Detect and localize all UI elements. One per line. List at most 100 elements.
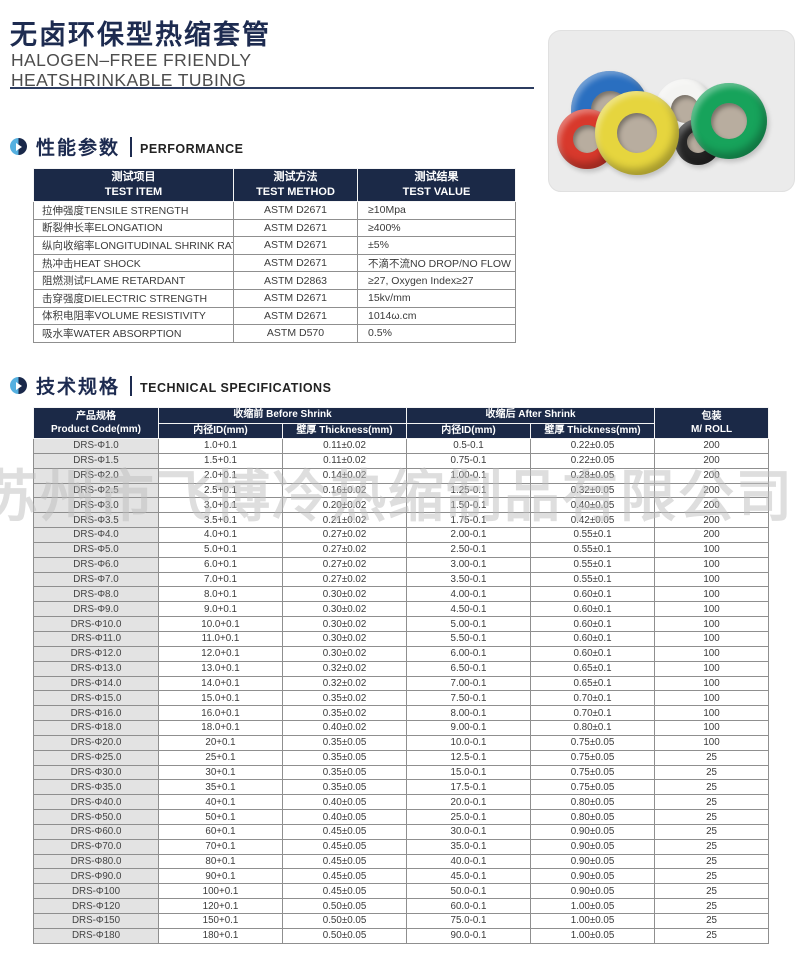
after-thickness-cell: 0.90±0.05 — [530, 823, 656, 840]
before-id-cell: 1.5+0.1 — [158, 452, 283, 469]
test-value-cell: 1014ω.cm — [357, 306, 516, 326]
after-thickness-cell: 0.55±0.1 — [530, 527, 656, 543]
test-value-cell: ±5% — [357, 236, 516, 255]
product-code-cell: DRS-Φ40.0 — [33, 794, 159, 811]
col-package-en: M/ ROLL — [690, 424, 733, 435]
after-thickness-cell: 0.42±0.05 — [530, 512, 656, 529]
after-thickness-cell: 0.60±0.1 — [530, 586, 656, 603]
after-id-cell: 2.50-0.1 — [406, 541, 532, 558]
col-after-thickness: 壁厚 Thickness(mm) — [530, 422, 656, 439]
before-thickness-cell: 0.11±0.02 — [281, 438, 408, 454]
col-test-item-zh: 测试项目 — [111, 171, 156, 184]
performance-row: 拉伸强度TENSILE STRENGTH ASTM D2671 ≥10Mpa — [33, 201, 516, 220]
after-thickness-cell: 0.90±0.05 — [530, 838, 656, 855]
roll-cell: 200 — [654, 512, 770, 529]
after-id-cell: 25.0-0.1 — [406, 809, 532, 825]
roll-cell: 100 — [654, 630, 770, 647]
col-test-method: 测试方法 TEST METHOD — [233, 168, 358, 202]
test-value-cell: ≥27, Oxygen Index≥27 — [357, 271, 516, 290]
product-code-cell: DRS-Φ11.0 — [33, 630, 159, 647]
performance-row: 断裂伸长率ELONGATION ASTM D2671 ≥400% — [33, 218, 516, 238]
after-id-cell: 6.50-0.1 — [406, 660, 532, 677]
before-id-cell: 35+0.1 — [158, 779, 283, 796]
col-product-code: 产品规格 Product Code(mm) — [33, 407, 159, 439]
product-code-cell: DRS-Φ70.0 — [33, 838, 159, 855]
before-id-cell: 10.0+0.1 — [158, 616, 283, 632]
after-thickness-cell: 1.00±0.05 — [530, 927, 656, 944]
before-thickness-cell: 0.27±0.02 — [281, 556, 408, 573]
before-id-cell: 15.0+0.1 — [158, 690, 283, 707]
after-id-cell: 30.0-0.1 — [406, 823, 532, 840]
before-id-cell: 70+0.1 — [158, 838, 283, 855]
product-code-cell: DRS-Φ80.0 — [33, 853, 159, 870]
before-thickness-cell: 0.45±0.05 — [281, 853, 408, 870]
after-thickness-cell: 0.80±0.1 — [530, 720, 656, 736]
before-thickness-cell: 0.27±0.02 — [281, 571, 408, 588]
col-test-item-en: TEST ITEM — [104, 186, 163, 198]
roll-cell: 100 — [654, 690, 770, 707]
spec-row: DRS-Φ90.0 90+0.1 0.45±0.05 45.0-0.1 0.90±0.0… — [33, 868, 770, 885]
product-code-cell: DRS-Φ50.0 — [33, 809, 159, 825]
product-code-cell: DRS-Φ1.0 — [33, 438, 159, 454]
before-id-cell: 7.0+0.1 — [158, 571, 283, 588]
spec-row: DRS-Φ13.0 13.0+0.1 0.32±0.02 6.50-0.1 0.65±0… — [33, 660, 770, 677]
roll-cell: 100 — [654, 586, 770, 603]
product-code-cell: DRS-Φ14.0 — [33, 675, 159, 692]
after-thickness-cell: 0.55±0.1 — [530, 571, 656, 588]
after-thickness-cell: 0.40±0.05 — [530, 497, 656, 514]
roll-cell: 200 — [654, 452, 770, 469]
specs-header-row-2: 内径ID(mm) 壁厚 Thickness(mm) 内径ID(mm) 壁厚 Th… — [34, 422, 769, 439]
specs-table: 产品规格 Product Code(mm) 收缩前 Before Shrink … — [33, 407, 770, 944]
roll-cell: 100 — [654, 541, 770, 558]
test-item-cell: 阻燃测试FLAME RETARDANT — [33, 271, 234, 290]
spec-row: DRS-Φ70.0 70+0.1 0.45±0.05 35.0-0.1 0.90±0.0… — [33, 838, 770, 855]
before-id-cell: 100+0.1 — [158, 883, 283, 900]
after-id-cell: 0.75-0.1 — [406, 452, 532, 469]
col-product-code-en: Product Code(mm) — [51, 424, 141, 435]
product-code-cell: DRS-Φ25.0 — [33, 749, 159, 766]
col-before-shrink: 收缩前 Before Shrink — [157, 407, 408, 424]
product-code-cell: DRS-Φ1.5 — [33, 452, 159, 469]
product-code-cell: DRS-Φ16.0 — [33, 705, 159, 722]
spec-row: DRS-Φ180 180+0.1 0.50±0.05 90.0-0.1 1.00±0.0… — [33, 927, 770, 944]
after-thickness-cell: 0.80±0.05 — [530, 809, 656, 825]
spec-row: DRS-Φ30.0 30+0.1 0.35±0.05 15.0-0.1 0.75±0.0… — [33, 764, 770, 781]
product-code-cell: DRS-Φ60.0 — [33, 823, 159, 840]
after-thickness-cell: 0.70±0.1 — [530, 705, 656, 722]
after-thickness-cell: 0.22±0.05 — [530, 438, 656, 454]
before-thickness-cell: 0.35±0.05 — [281, 749, 408, 766]
spec-row: DRS-Φ3.0 3.0+0.1 0.20±0.02 1.50-0.1 0.40±0.0… — [33, 497, 770, 514]
before-thickness-cell: 0.30±0.02 — [281, 586, 408, 603]
after-thickness-cell: 1.00±0.05 — [530, 913, 656, 929]
before-thickness-cell: 0.45±0.05 — [281, 838, 408, 855]
before-id-cell: 40+0.1 — [158, 794, 283, 811]
roll-cell: 200 — [654, 467, 770, 484]
product-code-cell: DRS-Φ10.0 — [33, 616, 159, 632]
performance-title-zh: 性能参数 — [36, 138, 121, 159]
product-code-cell: DRS-Φ3.5 — [33, 512, 159, 529]
before-id-cell: 25+0.1 — [158, 749, 283, 766]
col-product-code-zh: 产品规格 — [76, 411, 116, 422]
product-code-cell: DRS-Φ30.0 — [33, 764, 159, 781]
roll-core — [616, 112, 658, 154]
after-thickness-cell: 0.75±0.05 — [530, 749, 656, 766]
col-package-zh: 包装 — [701, 411, 722, 422]
roll-cell: 200 — [654, 482, 770, 499]
test-method-cell: ASTM D2671 — [233, 236, 358, 255]
product-code-cell: DRS-Φ4.0 — [33, 527, 159, 543]
roll-cell: 25 — [654, 764, 770, 781]
after-thickness-cell: 0.32±0.05 — [530, 482, 656, 499]
spec-row: DRS-Φ3.5 3.5+0.1 0.21±0.02 1.75-0.1 0.42±0.0… — [33, 512, 770, 529]
roll-cell: 25 — [654, 913, 770, 929]
before-id-cell: 2.5+0.1 — [158, 482, 283, 499]
col-test-value: 测试结果 TEST VALUE — [357, 168, 516, 202]
test-value-cell: ≥10Mpa — [357, 201, 516, 220]
roll-cell: 25 — [654, 883, 770, 900]
product-code-cell: DRS-Φ2.0 — [33, 467, 159, 484]
spec-row: DRS-Φ1.5 1.5+0.1 0.11±0.02 0.75-0.1 0.22±0.0… — [33, 452, 770, 469]
spec-row: DRS-Φ120 120+0.1 0.50±0.05 60.0-0.1 1.00±0.0… — [33, 898, 770, 914]
after-id-cell: 5.50-0.1 — [406, 630, 532, 647]
test-item-cell: 热冲击HEAT SHOCK — [33, 253, 234, 273]
spec-row: DRS-Φ35.0 35+0.1 0.35±0.05 17.5-0.1 0.75±0.0… — [33, 779, 770, 796]
performance-row: 阻燃测试FLAME RETARDANT ASTM D2863 ≥27, Oxygen… — [33, 271, 516, 290]
